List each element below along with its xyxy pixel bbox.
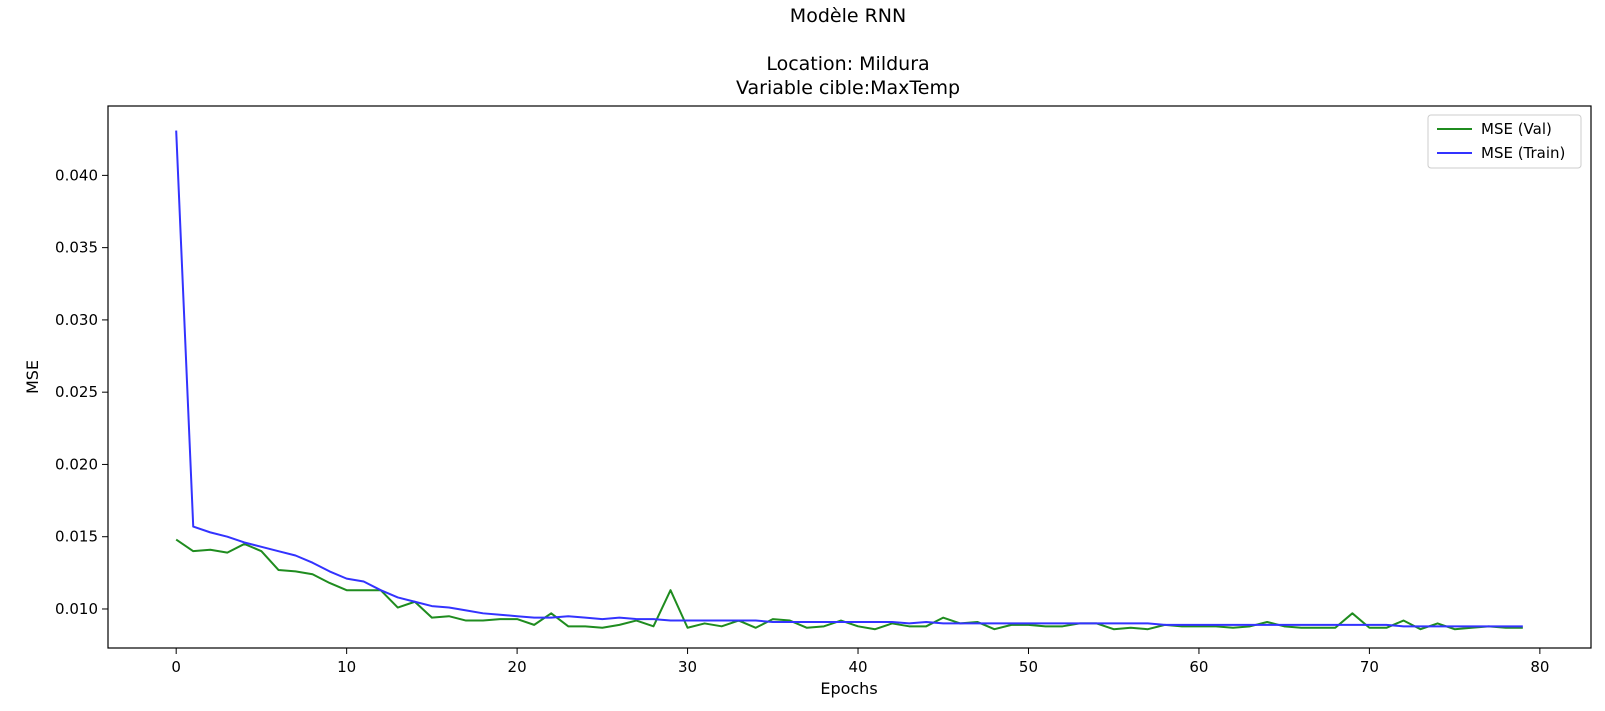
x-tick-label: 70 xyxy=(1360,658,1379,676)
series-line-train xyxy=(175,130,1523,628)
legend-label-train: MSE (Train) xyxy=(1481,144,1565,162)
x-tick-label: 10 xyxy=(337,658,356,676)
y-tick-label: 0.020 xyxy=(55,455,98,473)
x-tick-label: 0 xyxy=(171,658,181,676)
y-tick-label: 0.025 xyxy=(55,383,98,401)
y-tick-label: 0.030 xyxy=(55,311,98,329)
y-tick-label: 0.040 xyxy=(55,166,98,184)
chart-subtitle-location: Location: Mildura xyxy=(766,53,929,75)
y-tick-label: 0.010 xyxy=(55,600,98,618)
x-tick-label: 30 xyxy=(678,658,697,676)
y-axis-label: MSE xyxy=(23,360,42,394)
x-axis-ticks: 0 10 20 30 40 50 60 70 80 xyxy=(171,648,1549,676)
chart-subtitle-target: Variable cible:MaxTemp xyxy=(736,77,960,99)
y-tick-label: 0.035 xyxy=(55,239,98,257)
legend-label-val: MSE (Val) xyxy=(1481,120,1552,138)
legend: MSE (Val) MSE (Train) xyxy=(1427,114,1582,169)
chart-title: Modèle RNN xyxy=(790,5,906,27)
y-tick-label: 0.015 xyxy=(55,528,98,546)
x-axis-label: Epochs xyxy=(820,679,877,698)
x-tick-label: 40 xyxy=(848,658,867,676)
x-tick-label: 60 xyxy=(1189,658,1208,676)
x-tick-label: 80 xyxy=(1530,658,1549,676)
x-tick-label: 20 xyxy=(508,658,527,676)
x-tick-label: 50 xyxy=(1019,658,1038,676)
y-axis-ticks: 0.010 0.015 0.020 0.025 0.030 0.035 0.040 xyxy=(55,166,108,618)
series-group xyxy=(175,130,1523,631)
plot-area-frame xyxy=(107,105,1592,649)
series-line-val xyxy=(175,538,1523,631)
